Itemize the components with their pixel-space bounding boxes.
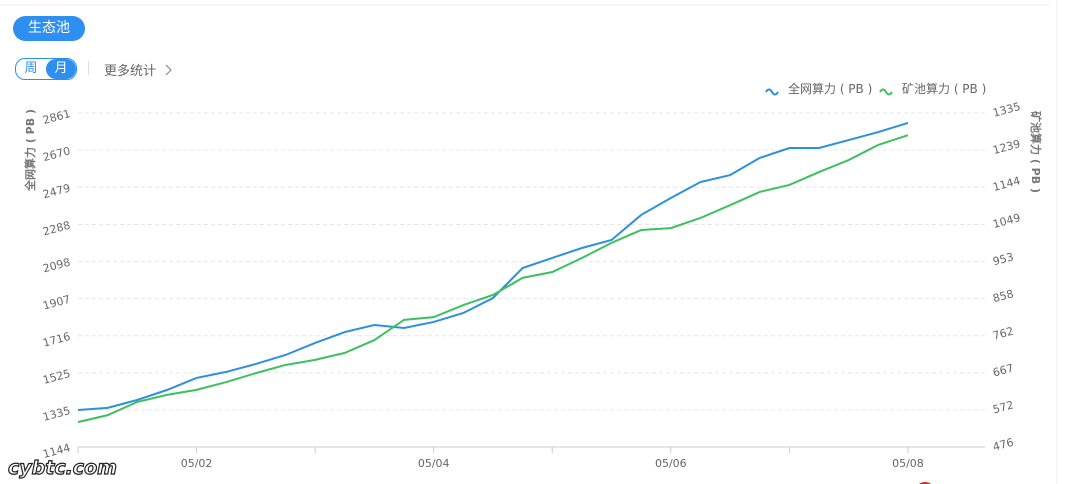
more-stats-text[interactable]: 更多统计: [104, 64, 157, 79]
separator: [88, 61, 89, 75]
legend-icon: [765, 88, 779, 96]
chevron: [165, 64, 173, 76]
y2-tick-label: 762: [991, 325, 1015, 343]
series-line: [77, 134, 909, 424]
series-line: [77, 121, 909, 412]
eco-pool-button[interactable]: 生态池: [13, 16, 85, 41]
y2-tick-label: 1239: [991, 137, 1021, 157]
x-tick-label: 05/02: [181, 457, 213, 470]
y-tick-label: 2861: [41, 107, 71, 127]
y-axis-title: 全网算力 ( PB ): [23, 109, 37, 192]
y2-axis-title: 矿池算力 ( PB ): [1029, 111, 1043, 193]
y-tick-label: 1525: [41, 367, 71, 387]
y2-tick-label: 858: [991, 287, 1015, 305]
x-tick-label: 05/04: [418, 457, 450, 470]
y-tick-label: 1716: [41, 330, 71, 350]
y-tick-label: 2098: [41, 256, 71, 276]
y2-tick-label: 953: [991, 250, 1015, 268]
watermark: cybtc.com: [8, 457, 117, 479]
y2-tick-label: 1144: [991, 174, 1021, 194]
y-tick-label: 2479: [41, 182, 71, 202]
y-tick-label: 1907: [41, 293, 71, 313]
month-tab[interactable]: 月: [46, 59, 76, 79]
y2-tick-label: 572: [991, 398, 1015, 416]
week-tab[interactable]: 周: [24, 61, 38, 76]
y-tick-label: 2288: [41, 219, 71, 239]
more-stats-link[interactable]: 更多统计: [104, 60, 173, 79]
y2-tick-label: 1049: [991, 211, 1021, 231]
legend-icon: [879, 88, 893, 96]
legend-label: 矿池算力 ( PB ): [902, 81, 986, 96]
y2-tick-label: 1335: [991, 100, 1021, 120]
legend-label: 全网算力 ( PB ): [788, 81, 872, 96]
y-tick-label: 1335: [41, 404, 71, 424]
x-tick-label: 05/06: [655, 457, 687, 470]
period-tabs: 周 月: [15, 58, 77, 80]
y2-tick-label: 476: [991, 436, 1015, 454]
y-tick-label: 2670: [41, 144, 71, 164]
x-tick-label: 05/08: [892, 457, 924, 470]
y2-tick-label: 667: [991, 362, 1015, 380]
